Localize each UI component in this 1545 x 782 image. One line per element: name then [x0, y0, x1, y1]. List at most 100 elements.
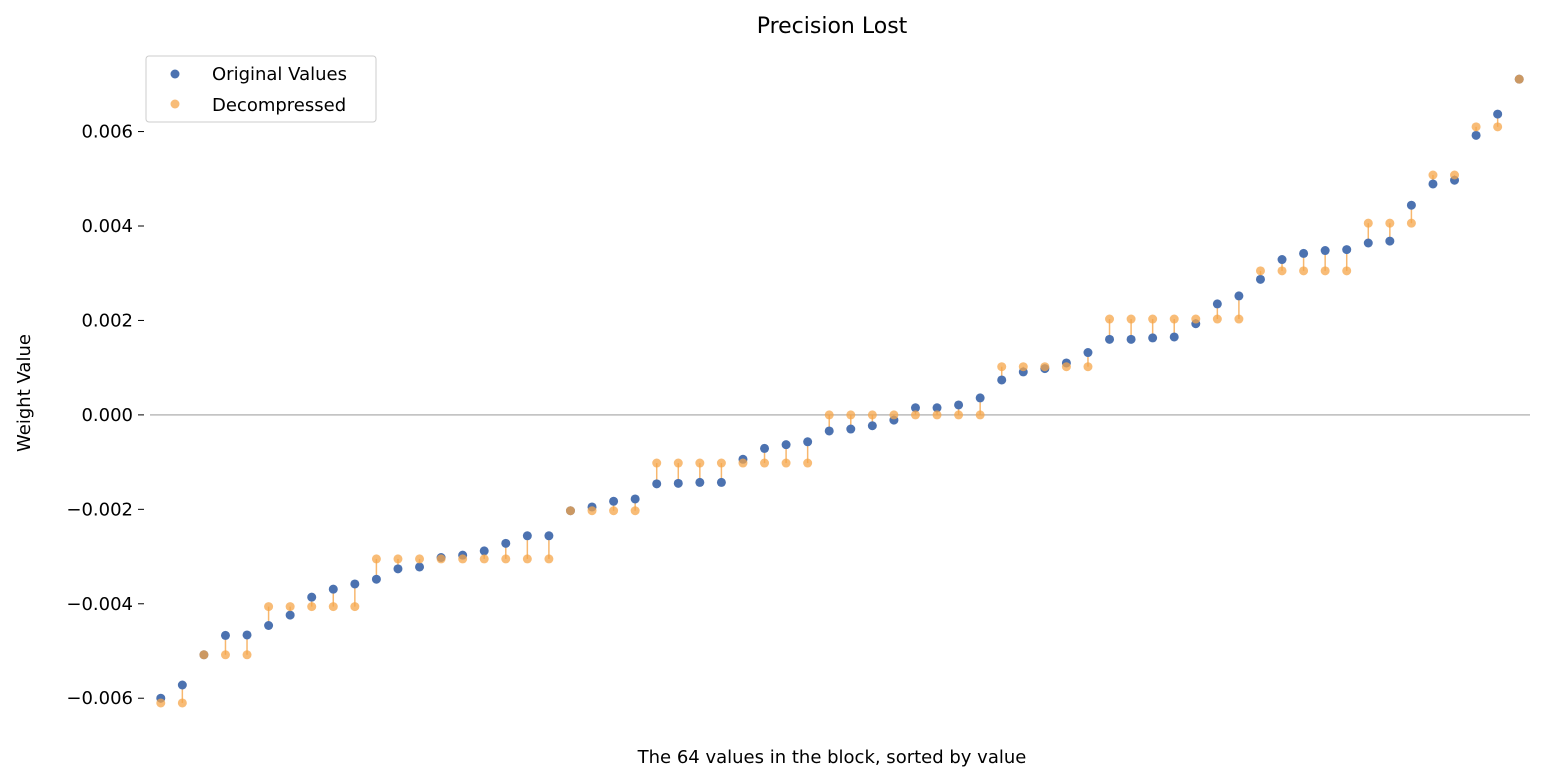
decompressed-value-point [846, 410, 856, 420]
y-tick-label: −0.004 [66, 594, 133, 615]
decompressed-value-point [803, 458, 813, 468]
original-value-point [1169, 332, 1179, 342]
decompressed-value-point [760, 458, 770, 468]
decompressed-value-point [415, 554, 425, 564]
decompressed-value-point [156, 698, 166, 708]
decompressed-value-point [587, 506, 597, 516]
connector-lines [160, 114, 1499, 703]
original-value-point [1148, 333, 1158, 343]
original-value-point [177, 680, 187, 690]
decompressed-value-point [1277, 266, 1287, 276]
original-value-point [1083, 348, 1093, 358]
decompressed-value-point [371, 554, 381, 564]
x-axis-label: The 64 values in the block, sorted by va… [637, 747, 1027, 768]
decompressed-value-point [738, 458, 748, 468]
decompressed-value-point [954, 410, 964, 420]
decompressed-value-point [328, 602, 338, 612]
decompressed-value-point [932, 410, 942, 420]
original-value-point [415, 562, 425, 572]
original-value-point [285, 610, 295, 620]
decompressed-value-point [264, 602, 274, 612]
decompressed-value-point [1299, 266, 1309, 276]
y-axis-label: Weight Value [14, 334, 35, 452]
original-value-point [997, 375, 1007, 385]
original-value-point [652, 479, 662, 489]
decompressed-value-point [673, 458, 683, 468]
original-value-point [1471, 130, 1481, 140]
decompressed-value-point [1126, 314, 1136, 324]
decompressed-value-point [997, 362, 1007, 372]
legend-label-original: Original Values [212, 64, 347, 85]
decompressed-value-point [1083, 362, 1093, 372]
original-value-point [954, 400, 964, 410]
decompressed-value-point [565, 506, 575, 516]
original-value-point [1212, 299, 1222, 309]
original-value-point [910, 403, 920, 413]
original-value-point [932, 403, 942, 413]
y-tick-label: −0.006 [66, 688, 133, 709]
original-value-point [242, 630, 252, 640]
y-tick-label: 0.000 [81, 405, 133, 426]
decompressed-value-point [1320, 266, 1330, 276]
original-value-point [867, 421, 877, 431]
decompressed-value-point [501, 554, 511, 564]
original-value-point [760, 443, 770, 453]
decompressed-value-point [1493, 122, 1503, 132]
original-value-point [781, 440, 791, 450]
original-value-point [1428, 179, 1438, 189]
original-value-point [307, 592, 317, 602]
original-value-point [1234, 291, 1244, 301]
original-value-point [695, 477, 705, 487]
original-value-point [1342, 245, 1352, 255]
decompressed-value-point [350, 602, 360, 612]
decompressed-value-point [716, 458, 726, 468]
original-value-point [1385, 236, 1395, 246]
decompressed-value-point [695, 458, 705, 468]
original-value-point [328, 584, 338, 594]
decompressed-value-point [867, 410, 877, 420]
original-value-point [975, 393, 985, 403]
original-value-point [501, 538, 511, 548]
original-value-point [1299, 248, 1309, 258]
decompressed-value-point [1363, 218, 1373, 228]
y-tick-label: 0.002 [81, 310, 133, 331]
decompressed-value-point [285, 602, 295, 612]
original-value-point [479, 546, 489, 556]
original-value-point [1320, 246, 1330, 256]
decompressed-value-point [975, 410, 985, 420]
decompressed-value-point [781, 458, 791, 468]
legend-marker-decompressed [170, 99, 180, 109]
decompressed-value-point [1105, 314, 1115, 324]
decompressed-value-point [1428, 170, 1438, 180]
decompressed-value-point [1514, 74, 1524, 84]
y-tick-label: −0.002 [66, 499, 133, 520]
decompressed-value-point [1018, 362, 1028, 372]
decompressed-value-point [1148, 314, 1158, 324]
decompressed-value-point [910, 410, 920, 420]
original-value-point [1493, 109, 1503, 119]
decompressed-value-point [1234, 314, 1244, 324]
decompressed-value-point [1471, 122, 1481, 132]
decompressed-value-point [1061, 362, 1071, 372]
original-value-point [393, 564, 403, 574]
original-value-point [1363, 238, 1373, 248]
original-value-point [846, 424, 856, 434]
decompressed-value-point [1385, 218, 1395, 228]
original-value-point [1105, 334, 1115, 344]
decompressed-value-point [242, 650, 252, 660]
original-value-point [1126, 334, 1136, 344]
original-value-point [1255, 274, 1265, 284]
original-value-point [1277, 255, 1287, 265]
original-value-point [824, 426, 834, 436]
original-value-point [630, 494, 640, 504]
original-value-point [803, 437, 813, 447]
decompressed-value-point [1040, 362, 1050, 372]
decompressed-value-point [1212, 314, 1222, 324]
original-value-point [609, 496, 619, 506]
decompressed-value-point [1406, 218, 1416, 228]
decompressed-value-point [307, 602, 317, 612]
original-value-point [1406, 200, 1416, 210]
original-value-point [522, 531, 532, 541]
decompressed-value-point [393, 554, 403, 564]
